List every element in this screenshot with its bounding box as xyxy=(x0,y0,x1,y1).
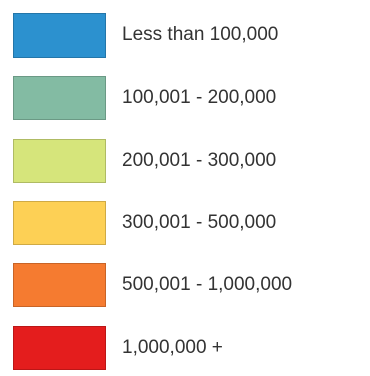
legend-item-100001-200000: 100,001 - 200,000 xyxy=(0,76,370,126)
legend-swatch xyxy=(13,76,106,120)
legend-swatch xyxy=(13,139,106,183)
legend-label: 1,000,000 + xyxy=(122,337,223,358)
legend-swatch xyxy=(13,263,106,307)
legend-label: 300,001 - 500,000 xyxy=(122,212,277,233)
legend-label: 500,001 - 1,000,000 xyxy=(122,274,293,295)
legend-swatch xyxy=(13,201,106,245)
legend-swatch xyxy=(13,13,106,58)
legend-item-500001-1000000: 500,001 - 1,000,000 xyxy=(0,263,370,313)
legend-item-300001-500000: 300,001 - 500,000 xyxy=(0,201,370,251)
legend-item-1000000-plus: 1,000,000 + xyxy=(0,326,370,376)
legend-label: 200,001 - 300,000 xyxy=(122,150,277,171)
legend-label: Less than 100,000 xyxy=(122,24,279,45)
legend-swatch xyxy=(13,326,106,370)
legend-item-200001-300000: 200,001 - 300,000 xyxy=(0,139,370,189)
legend-label: 100,001 - 200,000 xyxy=(122,87,277,108)
legend-item-less-than-100000: Less than 100,000 xyxy=(0,13,370,63)
